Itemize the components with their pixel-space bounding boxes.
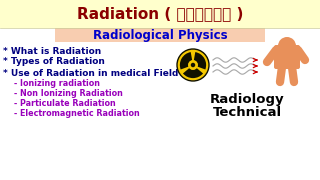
Text: - Non Ionizing Radiation: - Non Ionizing Radiation (3, 89, 123, 98)
Circle shape (191, 63, 195, 67)
Text: Radiology: Radiology (210, 93, 284, 107)
Circle shape (278, 37, 296, 55)
Text: * Use of Radiation in medical Field: * Use of Radiation in medical Field (3, 69, 178, 78)
Text: * What is Radiation: * What is Radiation (3, 48, 101, 57)
Circle shape (177, 49, 209, 81)
Wedge shape (183, 68, 203, 78)
Text: * Types of Radiation: * Types of Radiation (3, 57, 105, 66)
Text: - Ionizing radiation: - Ionizing radiation (3, 78, 100, 87)
Circle shape (188, 60, 198, 70)
FancyBboxPatch shape (0, 0, 320, 28)
Text: - Electromagnetic Radiation: - Electromagnetic Radiation (3, 109, 140, 118)
Wedge shape (194, 52, 206, 69)
FancyBboxPatch shape (274, 45, 300, 69)
FancyBboxPatch shape (55, 28, 265, 42)
Text: - Particulate Radiation: - Particulate Radiation (3, 98, 116, 107)
Text: Technical: Technical (212, 107, 282, 120)
Text: Radiological Physics: Radiological Physics (93, 28, 227, 42)
Wedge shape (180, 52, 192, 69)
Text: Radiation ( विकिरण ): Radiation ( विकिरण ) (77, 6, 243, 21)
